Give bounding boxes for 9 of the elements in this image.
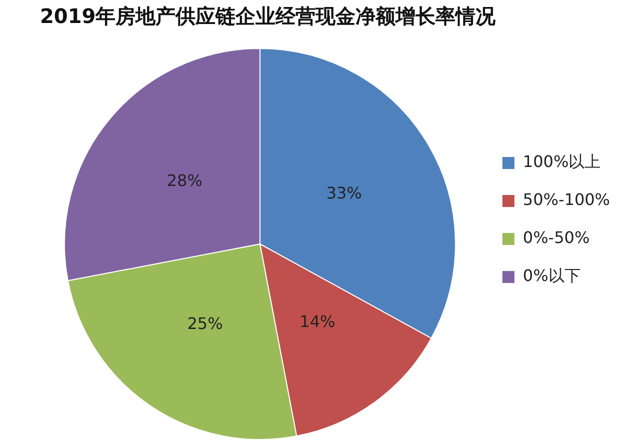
data-label: 28% bbox=[166, 170, 202, 190]
chart-title: 2019年房地产供应链企业经营现金净额增长率情况 bbox=[40, 4, 497, 28]
legend-label: 100%以上 bbox=[522, 152, 601, 172]
data-label: 14% bbox=[300, 312, 336, 332]
legend-label: 0%以下 bbox=[522, 266, 580, 286]
data-label: 25% bbox=[187, 314, 223, 334]
legend-label: 0%-50% bbox=[522, 228, 590, 248]
legend-label: 50%-100% bbox=[522, 190, 610, 210]
data-label: 33% bbox=[326, 183, 362, 202]
